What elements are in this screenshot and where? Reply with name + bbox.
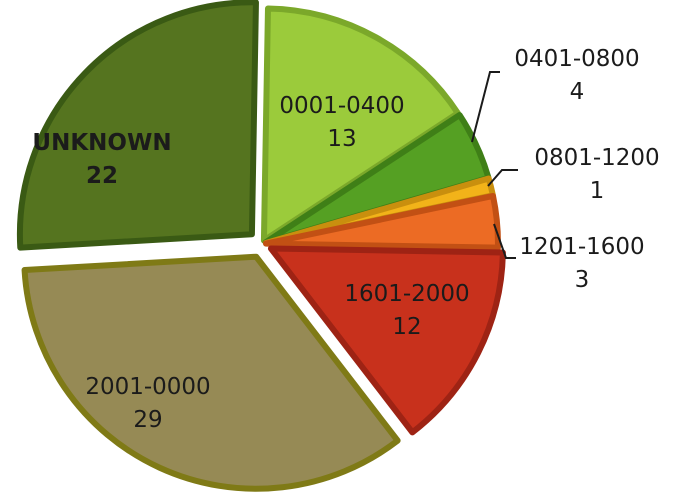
- slice-value: 1: [590, 178, 605, 204]
- pie-slice-0001-0400: [260, 5, 461, 244]
- slice-label-1601-2000: 1601-2000 12: [344, 281, 469, 340]
- pie-slices: [16, 0, 506, 492]
- slice-category: 1201-1600: [519, 234, 644, 260]
- slice-labels: 0001-0400 13 0401-0800 4 0801-1200 1 1201-1600…: [32, 46, 659, 433]
- pie-slice-unknown: [16, 0, 259, 251]
- slice-label-unknown: UNKNOWN 22: [32, 130, 171, 189]
- leader-line-1201-1600: [493, 223, 516, 259]
- slice-value: 29: [133, 407, 162, 433]
- slice-value: 3: [575, 267, 590, 293]
- leader-lines: [471, 71, 518, 259]
- slice-category: 2001-0000: [85, 374, 210, 400]
- pie-slice-2001-0000: [21, 253, 401, 492]
- slice-category: UNKNOWN: [32, 130, 171, 156]
- slice-value: 22: [86, 163, 118, 189]
- slice-value: 12: [392, 314, 421, 340]
- pie-slice-1601-2000: [267, 245, 506, 436]
- slice-category: 0801-1200: [534, 145, 659, 171]
- slice-label-2001-0000: 2001-0000 29: [85, 374, 210, 433]
- pie-slice-1201-1600: [262, 192, 501, 251]
- slice-label-0401-0800: 0401-0800 4: [514, 46, 639, 105]
- slice-label-1201-1600: 1201-1600 3: [519, 234, 644, 293]
- slice-value: 4: [570, 79, 585, 105]
- slice-category: 1601-2000: [344, 281, 469, 307]
- slice-category: 0001-0400: [279, 93, 404, 119]
- slice-category: 0401-0800: [514, 46, 639, 72]
- slice-label-0801-1200: 0801-1200 1: [534, 145, 659, 204]
- slice-value: 13: [327, 126, 356, 152]
- slice-label-0001-0400: 0001-0400 13: [279, 93, 404, 152]
- leader-line-0401-0800: [471, 71, 500, 143]
- leader-line-0801-1200: [487, 169, 518, 187]
